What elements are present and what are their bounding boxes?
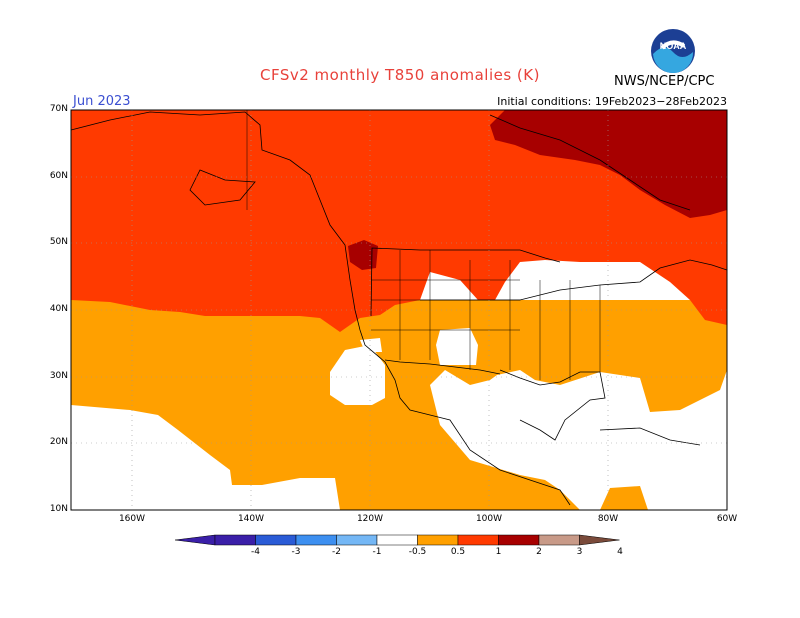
anomaly-region-darkred-pnw: [348, 240, 378, 270]
valid-month: Jun 2023: [73, 94, 131, 109]
plot-frame: [70, 109, 728, 511]
colorbar-label: 4: [617, 547, 623, 557]
colorbar-label: 3: [576, 547, 583, 557]
noaa-logo: NOAA: [651, 29, 695, 74]
colorbar-label: -0.5: [408, 547, 427, 557]
colorbar-swatch: [457, 534, 499, 546]
lat-label-70n: 70N: [49, 104, 68, 114]
colorbar-swatch: [538, 534, 580, 546]
colorbar-swatch: [214, 534, 256, 546]
lon-label-100w: 100W: [475, 514, 503, 524]
colorbar-arrow-high: [579, 534, 620, 546]
neutral-patch-nevada: [360, 338, 382, 352]
lat-label-60n: 60N: [49, 171, 68, 181]
colorbar-label: 0.5: [450, 547, 466, 557]
lon-label-140w: 140W: [237, 514, 265, 524]
colorbar-swatch: [255, 534, 297, 546]
colorbar-label: -3: [291, 547, 301, 557]
agency-label: NWS/NCEP/CPC: [614, 74, 715, 89]
lon-label-120w: 120W: [356, 514, 384, 524]
anomaly-region-orange: [71, 300, 727, 510]
lon-label-160w: 160W: [118, 514, 146, 524]
neutral-patch-baja: [330, 345, 385, 405]
lat-label-50n: 50N: [49, 237, 68, 247]
state-borders: [246, 110, 601, 380]
colorbar-label: -1: [372, 547, 382, 557]
lat-label-30n: 30N: [49, 371, 68, 381]
lon-label-80w: 80W: [597, 514, 619, 524]
gridlines: [71, 110, 727, 510]
colorbar-swatch: [498, 534, 540, 546]
anomaly-region-orange-sw: [600, 486, 648, 510]
initial-conditions: Initial conditions: 19Feb2023−28Feb2023: [497, 95, 727, 108]
map-title: CFSv2 monthly T850 anomalies (K): [260, 66, 540, 84]
neutral-patch-rockies: [436, 328, 478, 365]
colorbar-swatch: [417, 534, 459, 546]
colorbar-label: 1: [495, 547, 502, 557]
svg-text:NOAA: NOAA: [660, 41, 687, 51]
lat-label-20n: 20N: [49, 437, 68, 447]
colorbar-swatch: [376, 534, 418, 546]
anomaly-region-red: [71, 110, 727, 332]
colorbar-label: -2: [332, 547, 341, 557]
lat-label-40n: 40N: [49, 304, 68, 314]
colorbar-arrow-low: [174, 534, 216, 546]
colorbar-label: -4: [251, 547, 260, 557]
colorbar-swatch: [295, 534, 337, 546]
coastlines: [71, 111, 727, 506]
colorbar-swatch: [336, 534, 378, 546]
lon-label-60w: 60W: [716, 514, 738, 524]
lat-label-10n: 10N: [49, 504, 68, 514]
colorbar-label: 2: [536, 547, 542, 557]
